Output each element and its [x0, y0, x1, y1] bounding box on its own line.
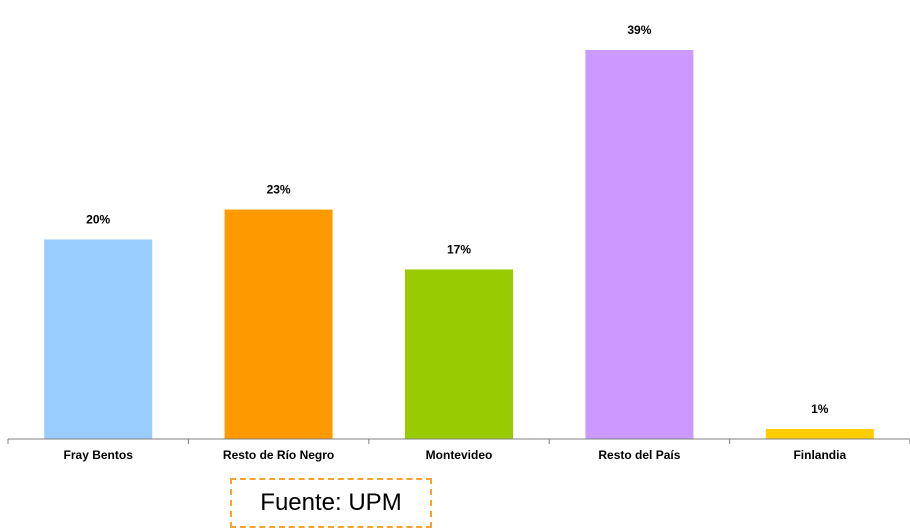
data-label: 23%	[267, 183, 291, 197]
bar	[224, 209, 333, 439]
x-tick-label: Resto de Río Negro	[223, 448, 334, 462]
x-tick-label: Finlandia	[793, 448, 846, 462]
bar	[765, 429, 874, 439]
data-label: 1%	[811, 402, 829, 416]
source-note-box: Fuente: UPM	[230, 478, 432, 528]
x-tick-label: Montevideo	[426, 448, 493, 462]
bar-chart: 20% 23% 17% 39% 1% Fray Bentos Resto de Río N…	[7, 23, 910, 462]
bar	[44, 239, 153, 439]
bar	[585, 50, 694, 439]
value-labels-group: 20% 23% 17% 39% 1%	[86, 23, 829, 416]
data-label: 17%	[447, 242, 471, 256]
x-ticks-group	[7, 439, 910, 444]
x-tick-label: Fray Bentos	[64, 448, 134, 462]
bar	[405, 269, 513, 439]
x-tick-labels-group: Fray Bentos Resto de Río Negro Montevideo R…	[64, 448, 847, 462]
data-label: 20%	[86, 213, 110, 227]
source-note: Fuente: UPM	[260, 489, 402, 516]
bars-group	[44, 50, 874, 439]
data-label: 39%	[627, 23, 651, 37]
x-tick-label: Resto del País	[598, 448, 680, 462]
